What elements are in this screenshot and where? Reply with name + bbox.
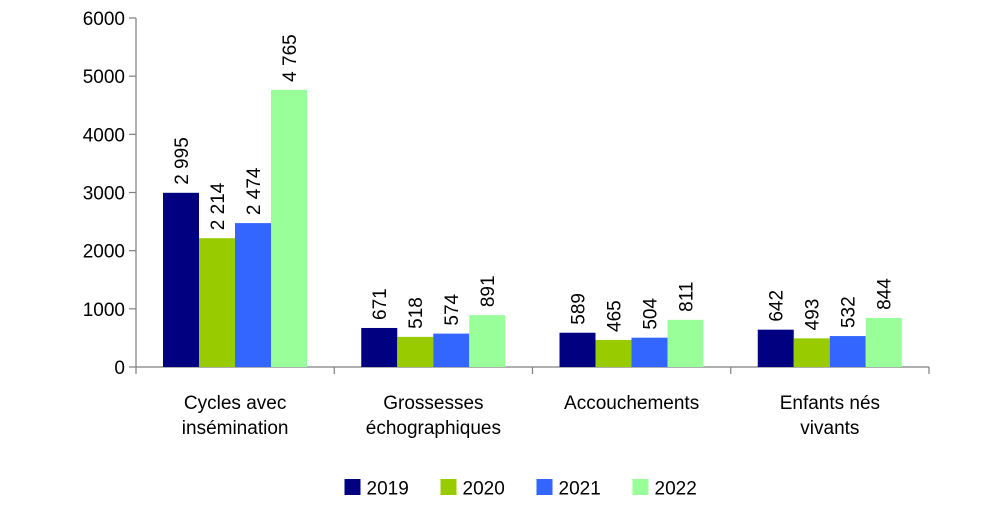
y-tick-label: 3000: [83, 184, 125, 205]
data-label: 532: [839, 296, 860, 328]
legend-swatch-2020: [440, 479, 457, 495]
bar-2019: [361, 327, 398, 367]
category-label: Grossesses échographiques: [366, 393, 501, 439]
legend-label: 2021: [559, 479, 601, 500]
y-tick-label: 1000: [83, 300, 125, 321]
legend-label: 2019: [367, 479, 409, 500]
y-tick-label: 2000: [83, 242, 125, 263]
data-label: 589: [569, 293, 590, 325]
data-label: 2 214: [208, 182, 229, 230]
bar-2019: [559, 332, 596, 367]
y-tick-label: 0: [114, 358, 125, 379]
data-label: 642: [767, 290, 788, 322]
data-label: 4 765: [280, 34, 301, 82]
bar-2022: [469, 315, 506, 367]
data-label: 493: [803, 299, 824, 331]
data-label: 574: [442, 293, 463, 325]
bar-2022: [271, 89, 307, 368]
legend-swatch-2019: [344, 479, 361, 495]
data-labels: 2 995 671 589 642 2 214 518 465 493 2 474 574 504 5…: [172, 34, 896, 332]
category-label: Accouchements: [564, 393, 699, 414]
axes: 0 1000 2000 3000 4000 5000 6000 Cycles avec insé…: [83, 9, 930, 439]
category-label: Enfants nés vivants: [780, 393, 880, 439]
data-label: 465: [605, 300, 626, 332]
data-label: 844: [875, 278, 896, 310]
y-tick-label: 4000: [83, 125, 125, 146]
legend: 2019 2020 2021 2022: [344, 479, 697, 500]
category-label: Cycles avec insémination: [182, 393, 289, 439]
bar-2020: [199, 238, 235, 367]
bar-2021: [433, 333, 470, 367]
data-label: 504: [641, 298, 662, 330]
bar-2019: [757, 329, 794, 367]
legend-swatch-2021: [536, 479, 553, 495]
data-label: 811: [677, 282, 698, 312]
bar-2021: [235, 223, 271, 367]
y-tick-label: 5000: [83, 67, 125, 88]
bar-2022: [667, 319, 704, 367]
legend-swatch-2022: [632, 479, 649, 495]
bars: [163, 89, 902, 368]
bar-2019: [163, 192, 199, 367]
bar-2021: [829, 336, 866, 367]
legend-label: 2022: [655, 479, 697, 500]
data-label: 891: [478, 275, 499, 307]
legend-label: 2020: [463, 479, 505, 500]
bar-2022: [865, 317, 902, 367]
data-label: 2 474: [244, 167, 265, 215]
bar-2020: [397, 336, 434, 367]
bar-2020: [793, 338, 830, 367]
data-label: 671: [370, 288, 391, 320]
data-label: 2 995: [172, 137, 193, 185]
bar-2021: [631, 337, 668, 367]
y-tick-label: 6000: [83, 9, 125, 30]
bar-2020: [595, 339, 632, 367]
data-label: 518: [406, 297, 427, 329]
